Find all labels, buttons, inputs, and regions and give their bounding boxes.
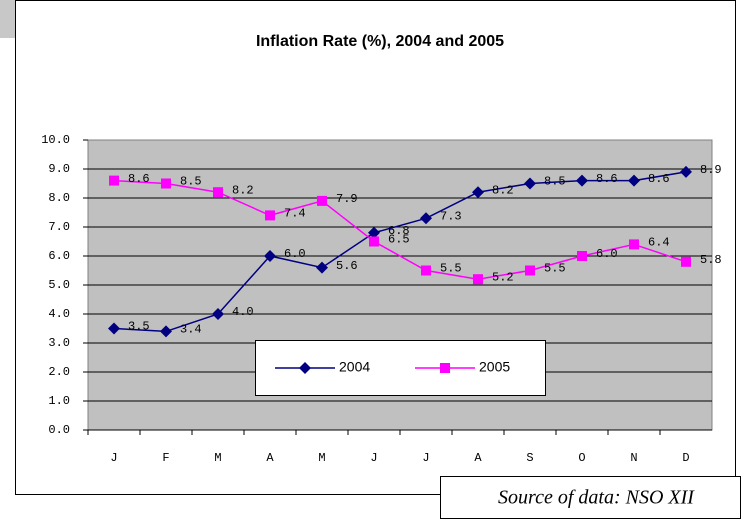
x-tick-label: J <box>422 451 429 465</box>
data-point <box>473 274 483 285</box>
x-tick-label: J <box>110 451 117 465</box>
x-tick-label: A <box>266 451 274 465</box>
data-label: 6.0 <box>596 247 618 261</box>
data-label: 8.5 <box>180 175 202 189</box>
data-point <box>577 251 587 261</box>
y-tick-label: 10.0 <box>41 133 70 147</box>
data-point <box>680 165 692 178</box>
legend-marker <box>440 363 450 373</box>
y-tick-label: 5.0 <box>48 278 70 292</box>
x-tick-label: O <box>578 451 585 465</box>
data-label: 5.6 <box>336 259 358 273</box>
y-tick-label: 8.0 <box>48 191 70 205</box>
data-point <box>420 212 432 225</box>
data-point <box>576 174 588 187</box>
y-tick-label: 6.0 <box>48 249 70 263</box>
data-label: 3.5 <box>128 320 150 334</box>
data-point <box>108 322 120 335</box>
data-point <box>421 265 431 276</box>
legend-label: 2005 <box>479 359 510 375</box>
data-label: 6.8 <box>388 224 410 238</box>
x-tick-label: J <box>370 451 377 465</box>
data-label: 7.9 <box>336 192 358 206</box>
data-label: 8.2 <box>492 183 514 197</box>
series-line <box>113 179 687 280</box>
data-point <box>212 308 224 320</box>
y-tick-label: 0.0 <box>48 423 70 437</box>
data-point <box>525 265 535 276</box>
data-label: 3.4 <box>180 323 202 337</box>
x-tick-label: D <box>682 451 689 465</box>
data-point <box>161 178 171 189</box>
data-label: 5.5 <box>440 262 462 276</box>
legend-label: 2004 <box>339 359 370 375</box>
data-point <box>472 186 484 199</box>
data-label: 7.4 <box>284 207 306 221</box>
y-tick-label: 1.0 <box>48 394 70 408</box>
data-point <box>160 325 172 338</box>
x-tick-label: A <box>474 451 482 465</box>
x-tick-label: N <box>630 451 637 465</box>
data-label: 6.0 <box>284 247 306 261</box>
data-label: 5.2 <box>492 270 514 284</box>
data-label: 6.5 <box>388 233 410 247</box>
x-tick-label: M <box>214 451 221 465</box>
x-tick-label: F <box>162 451 169 465</box>
data-point <box>524 177 536 190</box>
data-point <box>628 174 640 187</box>
data-point <box>316 261 328 274</box>
data-label: 6.4 <box>648 236 670 250</box>
data-label: 7.3 <box>440 209 462 223</box>
data-point <box>368 226 380 239</box>
data-label: 8.6 <box>128 172 150 186</box>
chart-title: Inflation Rate (%), 2004 and 2005 <box>256 33 504 50</box>
data-point <box>317 195 327 206</box>
data-point <box>681 256 691 267</box>
legend-marker <box>299 362 311 374</box>
y-tick-label: 3.0 <box>48 336 70 350</box>
data-label: 8.2 <box>232 183 254 197</box>
data-point <box>109 175 119 186</box>
y-tick-label: 9.0 <box>48 162 70 176</box>
data-label: 4.0 <box>232 305 254 319</box>
data-label: 8.6 <box>648 172 670 186</box>
data-point <box>264 250 276 262</box>
series-line <box>113 171 687 333</box>
data-point <box>265 210 275 221</box>
y-tick-label: 4.0 <box>48 307 70 321</box>
data-label: 5.5 <box>544 262 566 276</box>
y-tick-label: 7.0 <box>48 220 70 234</box>
x-tick-label: S <box>526 451 533 465</box>
data-point <box>629 239 639 250</box>
data-point <box>213 187 223 198</box>
source-note: Source of data: NSO XII <box>498 487 695 509</box>
data-label: 8.9 <box>700 163 722 177</box>
y-tick-label: 2.0 <box>48 365 70 379</box>
data-label: 5.8 <box>700 253 722 267</box>
data-label: 8.5 <box>544 175 566 189</box>
source-box <box>440 476 741 519</box>
data-point <box>369 236 379 247</box>
x-tick-label: M <box>318 451 325 465</box>
data-label: 8.6 <box>596 172 618 186</box>
